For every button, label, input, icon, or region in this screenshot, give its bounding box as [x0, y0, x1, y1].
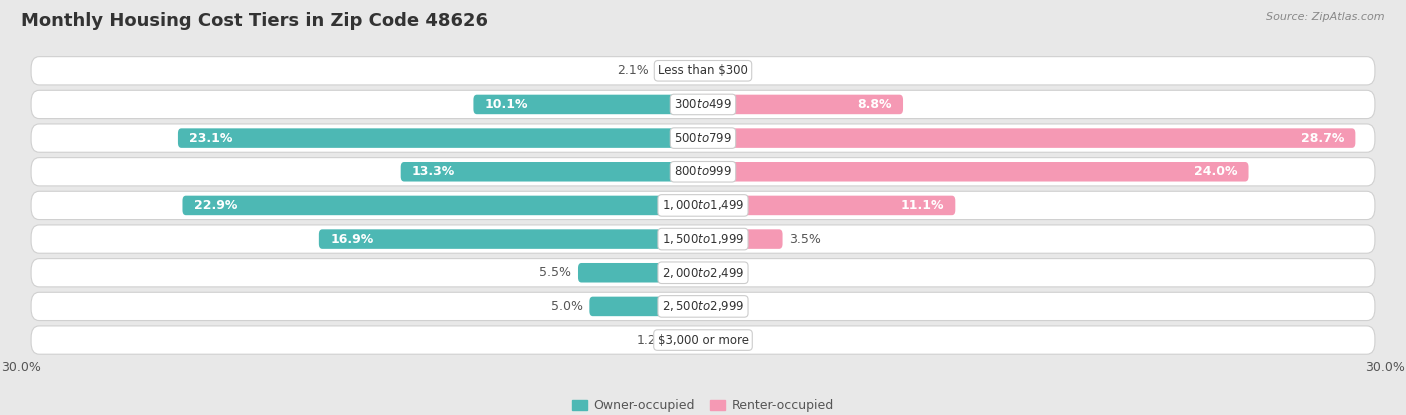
- FancyBboxPatch shape: [589, 297, 703, 316]
- FancyBboxPatch shape: [578, 263, 703, 283]
- FancyBboxPatch shape: [183, 195, 703, 215]
- Text: 2.1%: 2.1%: [617, 64, 648, 77]
- Text: $2,500 to $2,999: $2,500 to $2,999: [662, 299, 744, 313]
- FancyBboxPatch shape: [703, 128, 1355, 148]
- Text: 13.3%: 13.3%: [412, 165, 456, 178]
- FancyBboxPatch shape: [31, 326, 1375, 354]
- Text: 8.8%: 8.8%: [858, 98, 891, 111]
- FancyBboxPatch shape: [401, 162, 703, 181]
- FancyBboxPatch shape: [31, 259, 1375, 287]
- FancyBboxPatch shape: [703, 195, 955, 215]
- Text: 1.2%: 1.2%: [637, 334, 669, 347]
- FancyBboxPatch shape: [655, 61, 703, 81]
- FancyBboxPatch shape: [703, 95, 903, 114]
- FancyBboxPatch shape: [31, 225, 1375, 253]
- FancyBboxPatch shape: [676, 330, 703, 350]
- Text: $2,000 to $2,499: $2,000 to $2,499: [662, 266, 744, 280]
- Text: Monthly Housing Cost Tiers in Zip Code 48626: Monthly Housing Cost Tiers in Zip Code 4…: [21, 12, 488, 30]
- Text: $800 to $999: $800 to $999: [673, 165, 733, 178]
- FancyBboxPatch shape: [179, 128, 703, 148]
- FancyBboxPatch shape: [319, 229, 703, 249]
- Text: 10.1%: 10.1%: [485, 98, 529, 111]
- Text: Source: ZipAtlas.com: Source: ZipAtlas.com: [1267, 12, 1385, 22]
- Text: $1,500 to $1,999: $1,500 to $1,999: [662, 232, 744, 246]
- Text: 3.5%: 3.5%: [789, 232, 821, 246]
- Legend: Owner-occupied, Renter-occupied: Owner-occupied, Renter-occupied: [568, 394, 838, 415]
- Text: 5.5%: 5.5%: [538, 266, 571, 279]
- Text: $3,000 or more: $3,000 or more: [658, 334, 748, 347]
- FancyBboxPatch shape: [31, 124, 1375, 152]
- FancyBboxPatch shape: [474, 95, 703, 114]
- FancyBboxPatch shape: [31, 191, 1375, 220]
- Text: 0.0%: 0.0%: [710, 64, 742, 77]
- FancyBboxPatch shape: [31, 158, 1375, 186]
- Text: $300 to $499: $300 to $499: [673, 98, 733, 111]
- Text: 11.1%: 11.1%: [900, 199, 943, 212]
- Text: 22.9%: 22.9%: [194, 199, 238, 212]
- Text: 28.7%: 28.7%: [1301, 132, 1344, 144]
- Text: $1,000 to $1,499: $1,000 to $1,499: [662, 198, 744, 212]
- Text: 5.0%: 5.0%: [551, 300, 582, 313]
- Text: 0.0%: 0.0%: [710, 334, 742, 347]
- Text: 0.0%: 0.0%: [710, 300, 742, 313]
- Text: $500 to $799: $500 to $799: [673, 132, 733, 144]
- Text: 16.9%: 16.9%: [330, 232, 374, 246]
- FancyBboxPatch shape: [31, 90, 1375, 119]
- FancyBboxPatch shape: [703, 229, 783, 249]
- FancyBboxPatch shape: [31, 56, 1375, 85]
- FancyBboxPatch shape: [31, 292, 1375, 320]
- Text: 0.0%: 0.0%: [710, 266, 742, 279]
- Text: 23.1%: 23.1%: [190, 132, 232, 144]
- FancyBboxPatch shape: [703, 162, 1249, 181]
- Text: Less than $300: Less than $300: [658, 64, 748, 77]
- Text: 24.0%: 24.0%: [1194, 165, 1237, 178]
